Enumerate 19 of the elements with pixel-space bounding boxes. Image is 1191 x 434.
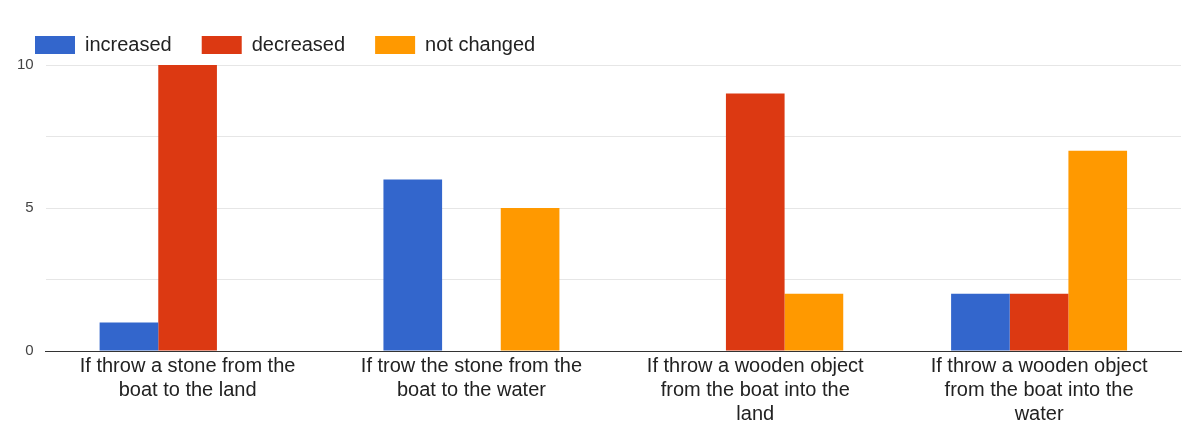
x-tick-label: If throw a wooden object from the boat into the land bbox=[646, 353, 865, 424]
y-tick-label: 5 bbox=[25, 198, 34, 216]
bar bbox=[383, 179, 443, 351]
y-tick-label: 10 bbox=[17, 55, 34, 73]
legend-label: decreased bbox=[251, 32, 346, 55]
x-tick-label: If trow the stone from the boat to the water bbox=[360, 353, 583, 400]
legend-label: not changed bbox=[425, 32, 536, 55]
x-tick-label: If throw a wooden object from the boat into the water bbox=[930, 353, 1148, 424]
bar bbox=[1068, 150, 1128, 351]
legend-label: increased bbox=[85, 32, 172, 55]
bar bbox=[99, 322, 159, 351]
bar bbox=[500, 208, 560, 351]
bar bbox=[725, 93, 785, 351]
bar bbox=[951, 293, 1010, 351]
bar bbox=[1009, 293, 1069, 351]
x-tick-label: If throw a stone from the boat to the land bbox=[79, 353, 296, 400]
y-tick-label: 0 bbox=[25, 341, 34, 359]
bar bbox=[784, 293, 844, 351]
bar bbox=[158, 65, 217, 351]
